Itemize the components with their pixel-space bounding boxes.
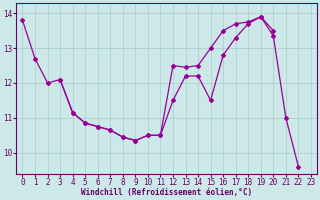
X-axis label: Windchill (Refroidissement éolien,°C): Windchill (Refroidissement éolien,°C) <box>81 188 252 197</box>
